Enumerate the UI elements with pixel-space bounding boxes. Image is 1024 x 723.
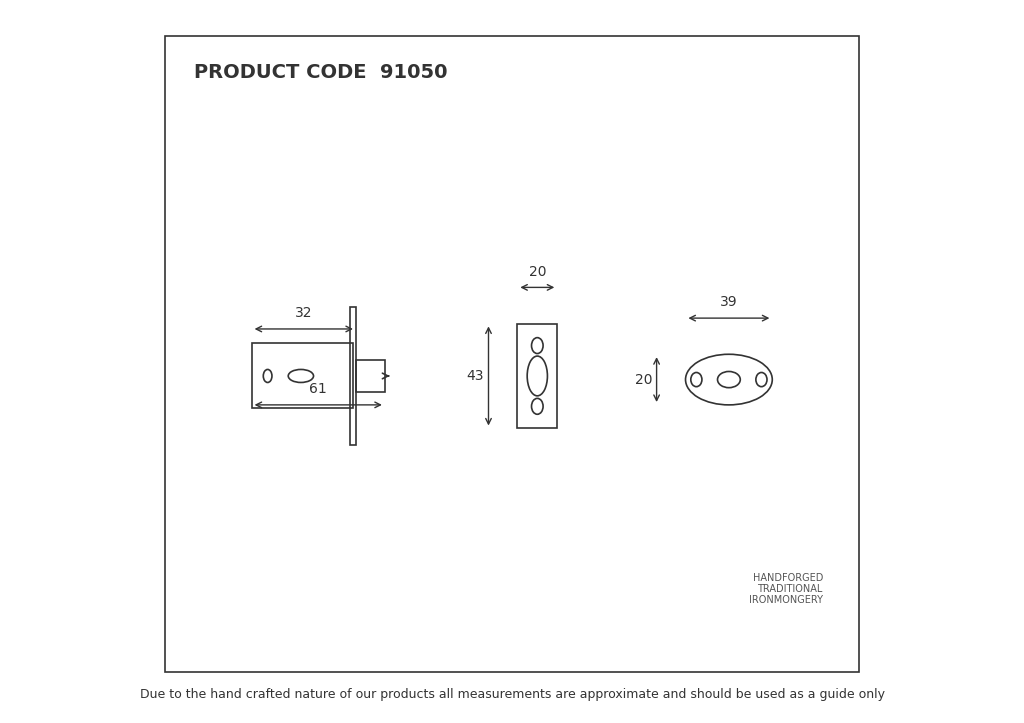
Text: Due to the hand crafted nature of our products all measurements are approximate : Due to the hand crafted nature of our pr…	[139, 688, 885, 701]
Text: HANDFORGED: HANDFORGED	[753, 573, 823, 583]
Text: 20: 20	[528, 265, 546, 278]
Bar	[517, 324, 557, 428]
Text: PRODUCT CODE  91050: PRODUCT CODE 91050	[194, 63, 447, 82]
Bar	[165, 36, 859, 672]
Text: 20: 20	[635, 372, 652, 387]
Bar	[355, 360, 385, 392]
Text: IRONMONGERY: IRONMONGERY	[749, 595, 823, 605]
Text: 32: 32	[295, 307, 312, 320]
Text: 61: 61	[309, 382, 327, 396]
Text: 43: 43	[467, 369, 484, 383]
Text: 39: 39	[720, 296, 737, 309]
Text: TRADITIONAL: TRADITIONAL	[758, 584, 823, 594]
Bar	[350, 307, 355, 445]
Bar	[252, 343, 353, 408]
